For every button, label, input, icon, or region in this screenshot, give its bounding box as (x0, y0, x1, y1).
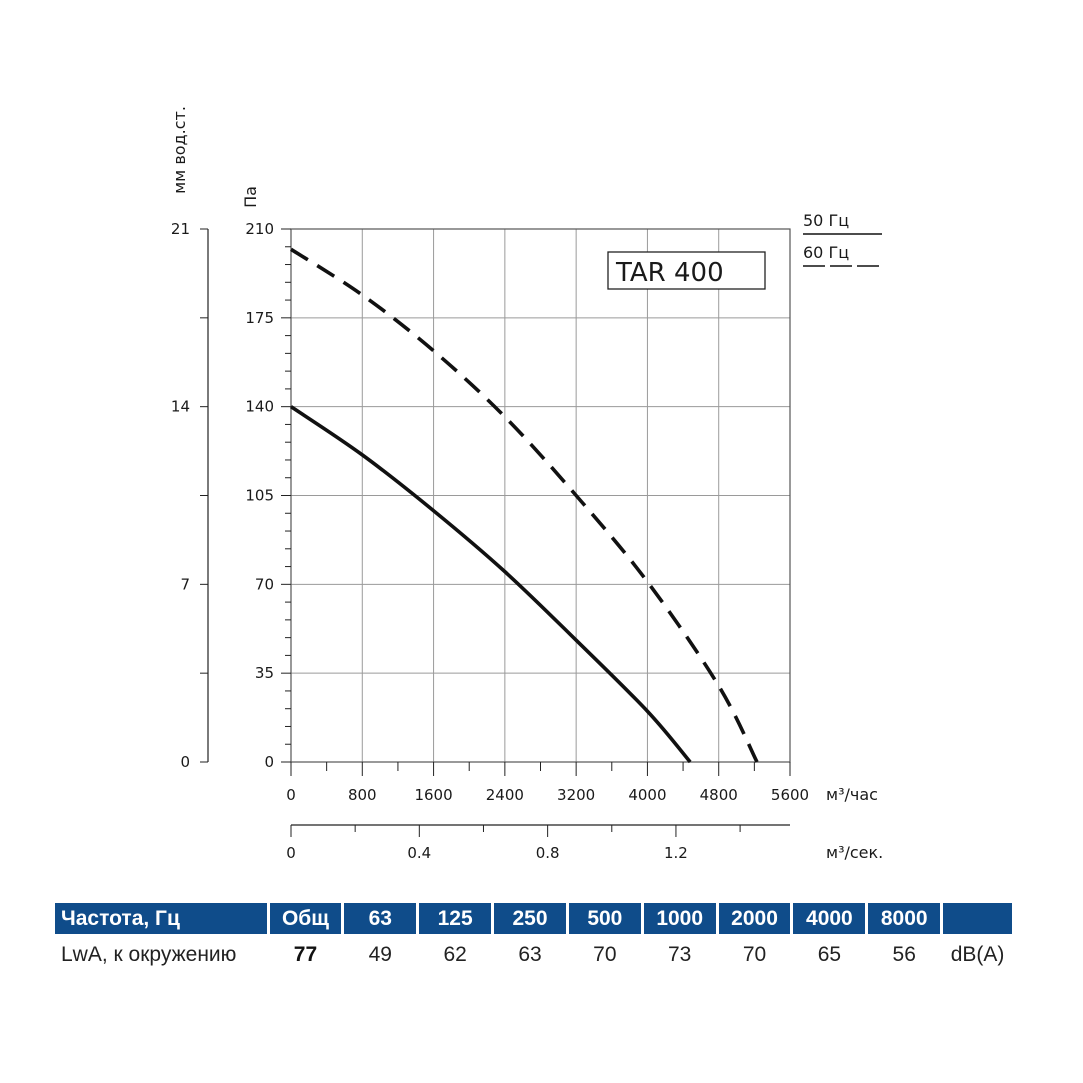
table-value-cell: 70 (593, 943, 617, 966)
table-header-cell: 125 (419, 903, 492, 934)
table-row-label: LwA, к окружению (61, 943, 237, 966)
y-tick-label: 140 (245, 398, 274, 416)
table-header-cell: 250 (494, 903, 566, 934)
table-value-cell: 65 (817, 943, 842, 966)
table-header-cell (943, 903, 1012, 934)
legend-label-50hz: 50 Гц (803, 211, 849, 230)
series-line-50hz (289, 405, 692, 764)
x2-tick-label: 0 (286, 844, 296, 862)
table-header-cell: 63 (344, 903, 417, 934)
y2-tick-label: 14 (171, 398, 190, 416)
table-value-cell: 70 (742, 943, 767, 966)
x2-tick-label: 0.4 (407, 844, 431, 862)
x-tick-label: 4800 (700, 786, 738, 804)
y2-tick-label: 0 (180, 753, 190, 771)
y-axis-label: Па (241, 186, 260, 208)
x2-tick-label: 1.2 (664, 844, 688, 862)
sound-table-values: LwA, к окружению 77 49 62 63 70 73 70 65 56 dB(A) (55, 938, 1012, 972)
x-tick-label: 2400 (486, 786, 524, 804)
table-header-cell: 4000 (793, 903, 866, 934)
table-header-cell: 8000 (868, 903, 941, 934)
table-value-cell: 56 (892, 943, 916, 966)
x2-tick-label: 0.8 (536, 844, 560, 862)
y-tick-label: 210 (245, 220, 274, 238)
table-value-cell: 49 (368, 943, 392, 966)
table-header-cell: 1000 (643, 903, 716, 934)
y2-axis-label: мм вод.ст. (170, 106, 189, 194)
chart-title: TAR 400 (615, 258, 724, 288)
x-tick-label: 800 (348, 786, 377, 804)
x2-axis-label: м³/сек. (826, 843, 883, 862)
y-tick-label: 105 (245, 487, 274, 505)
title-box (607, 251, 766, 290)
table-value-cell: 73 (668, 943, 692, 966)
x-tick-label: 1600 (414, 786, 452, 804)
y-tick-label: 175 (245, 309, 274, 327)
chart-axes (200, 228, 791, 837)
x-tick-label: 0 (286, 786, 296, 804)
x-axis-label: м³/час (826, 785, 878, 804)
y-tick-label: 35 (255, 664, 274, 682)
table-header-cell: 500 (568, 903, 641, 934)
table-value-cell: 63 (518, 943, 542, 966)
table-unit-cell: dB(A) (950, 943, 1005, 966)
y-tick-label: 70 (255, 575, 274, 593)
table-value-cell: 77 (293, 943, 318, 966)
chart-grid (290, 228, 791, 763)
series-line-60hz (290, 247, 759, 763)
x-tick-label: 5600 (771, 786, 809, 804)
chart-labels: 0 35 70 105 140 175 210 Па 0 7 14 21 мм вод.ст. 0 800 1… (170, 106, 883, 862)
y-tick-label: 0 (264, 753, 274, 771)
x-tick-label: 4000 (628, 786, 666, 804)
table-value-cell: 62 (443, 943, 467, 966)
table-header-cell: Общ (269, 903, 342, 934)
table-header-cell: 2000 (718, 903, 791, 934)
sound-table-header: Частота, Гц Общ 63 125 250 500 1000 2000 4000 800… (55, 903, 1012, 934)
legend-label-60hz: 60 Гц (803, 243, 849, 262)
chart-series (289, 247, 759, 764)
y2-tick-label: 21 (171, 220, 190, 238)
y2-tick-label: 7 (180, 575, 190, 593)
x-tick-label: 3200 (557, 786, 595, 804)
table-header-label: Частота, Гц (55, 903, 267, 934)
